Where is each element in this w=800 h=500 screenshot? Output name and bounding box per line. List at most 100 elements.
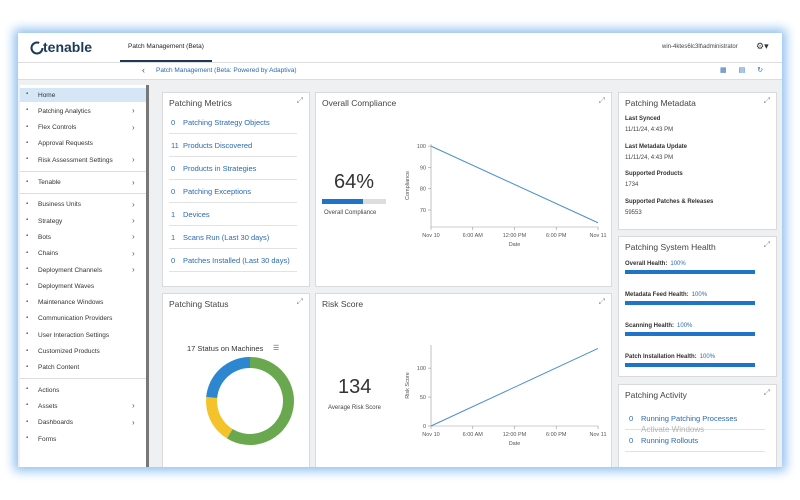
y-tick-label: 70 — [420, 208, 426, 214]
health-bar — [625, 363, 755, 367]
list-icon[interactable]: ☰ — [273, 345, 280, 352]
nav-label: Strategy — [38, 217, 63, 225]
expand-icon[interactable]: ⤢ — [763, 388, 770, 397]
nav-item[interactable]: ▪ Tenable › — [20, 176, 146, 190]
metric-label[interactable]: Products Discovered — [183, 141, 253, 150]
nav-item[interactable]: ▪ Customized Products — [20, 345, 146, 359]
metric-count[interactable]: 0 — [171, 164, 176, 173]
nav-item[interactable]: ▪ Patch Content — [20, 361, 146, 375]
nav-item[interactable]: ▪ Dashboards › — [20, 416, 146, 430]
nav-item[interactable]: ▪ Deployment Waves — [20, 279, 146, 293]
nav-icon: ▪ — [26, 178, 29, 185]
field-label: Supported Products — [625, 171, 683, 177]
field-value: 11/11/24, 4:43 PM — [625, 154, 674, 161]
metric-count[interactable]: 1 — [171, 233, 176, 242]
nav-label: Flex Controls — [38, 124, 77, 132]
metric-label[interactable]: Scans Run (Last 30 days) — [183, 233, 270, 242]
tab[interactable]: Patch Management (Beta) — [120, 33, 212, 62]
field-label: Supported Patches & Releases — [625, 198, 714, 205]
expand-icon[interactable]: ⤢ — [598, 297, 605, 306]
expand-icon[interactable]: ⤢ — [598, 96, 605, 105]
nav-item[interactable]: ▪ Home — [20, 88, 146, 102]
activity-count[interactable]: 0 — [629, 436, 634, 445]
nav-chevron: › — [132, 199, 135, 209]
nav-item[interactable]: ▪ Maintenance Windows — [20, 296, 146, 310]
nav-item[interactable]: ▪ Assets › — [20, 399, 146, 413]
app-window: tenable Patch Management (Beta) win-4kte… — [18, 33, 782, 467]
nav-label: Home — [38, 91, 56, 99]
nav-icon: ▪ — [26, 418, 29, 425]
metric-count[interactable]: 11 — [171, 141, 179, 150]
collapse-button[interactable]: ‹ — [142, 65, 145, 75]
nav-icon: ▪ — [26, 266, 29, 272]
nav-icon: ▪ — [26, 107, 29, 114]
panel: Patching System Health ⤢ Overall Health: 10… — [618, 236, 777, 377]
expand-icon[interactable]: ⤢ — [763, 240, 770, 249]
nav-item[interactable]: ▪ Patching Analytics › — [20, 104, 146, 118]
health-bar — [625, 301, 755, 305]
nav-item[interactable]: ▪ Bots › — [20, 230, 146, 244]
metric-count[interactable]: 0 — [171, 187, 176, 196]
x-tick-label: 6:00 PM — [546, 233, 567, 239]
top-bar: tenable Patch Management (Beta) win-4kte… — [18, 33, 782, 63]
toolbar-icons[interactable]: ▦▤↻ — [720, 67, 776, 74]
metric-label[interactable]: Patches Installed (Last 30 days) — [183, 256, 290, 265]
metric-label[interactable]: Devices — [183, 210, 210, 219]
expand-icon[interactable]: ⤢ — [763, 96, 770, 105]
nav-item[interactable]: ▪ Flex Controls › — [20, 121, 146, 135]
line-chart: 0 50 100 Nov 10 6:00 AM 12:00 PM 6:00 PM Nov 11… — [405, 345, 607, 447]
metric-label[interactable]: Products in Strategies — [183, 164, 257, 173]
health-bar — [625, 332, 755, 336]
panel-title: Patching Metadata — [625, 98, 696, 108]
nav-label: Actions — [38, 386, 60, 394]
activity-label[interactable]: Running Rollouts — [641, 436, 699, 445]
compliance-value: 64% — [334, 171, 375, 193]
nav-item[interactable]: ▪ Chains › — [20, 247, 146, 261]
nav-item[interactable]: ▪ Risk Assessment Settings › — [20, 153, 146, 167]
field-value: 59553 — [625, 209, 642, 216]
breadcrumb[interactable]: Patch Management (Beta: Powered by Adapt… — [156, 67, 297, 74]
metric-count[interactable]: 1 — [171, 210, 176, 219]
nav-item[interactable]: ▪ Business Units › — [20, 198, 146, 212]
scrollbar — [146, 85, 149, 467]
health-label: Scanning Health: — [625, 323, 675, 329]
expand-icon[interactable]: ⤢ — [296, 96, 303, 105]
y-tick-label: 100 — [417, 366, 426, 372]
nav-item[interactable]: ▪ User Interaction Settings — [20, 328, 146, 342]
metric-divider — [169, 271, 297, 272]
breadcrumb-bar: ‹ Patch Management (Beta: Powered by Ada… — [18, 63, 782, 80]
activity-divider — [625, 429, 765, 430]
metric-label[interactable]: Patching Strategy Objects — [183, 118, 270, 127]
user-name[interactable]: win-4ktes6lc3lt\administrator — [662, 44, 738, 50]
metric-label[interactable]: Patching Exceptions — [183, 187, 251, 196]
nav-label: Deployment Waves — [38, 282, 95, 290]
y-tick-label: 50 — [420, 395, 426, 401]
expand-icon[interactable]: ⤢ — [296, 297, 303, 306]
nav-label: Chains — [38, 250, 59, 258]
metric-count[interactable]: 0 — [171, 256, 176, 265]
y-tick-label: 100 — [417, 144, 426, 150]
nav-item[interactable]: ▪ Approval Requests — [20, 137, 146, 151]
logo-icon — [30, 41, 44, 55]
nav-item[interactable]: ▪ Forms — [20, 432, 146, 446]
nav-chevron: › — [132, 177, 135, 187]
activity-label[interactable]: Running Patching Processes — [641, 414, 738, 423]
nav-item[interactable]: ▪ Communication Providers — [20, 312, 146, 326]
metric-divider — [169, 133, 297, 134]
health-value: 100% — [677, 323, 693, 329]
x-tick-label: Nov 10 — [422, 432, 439, 438]
metric-count[interactable]: 0 — [171, 118, 176, 127]
panel-title: Patching Activity — [625, 390, 687, 400]
activity-count[interactable]: 0 — [629, 414, 634, 423]
nav-item[interactable]: ▪ Actions — [20, 383, 146, 397]
nav-label: Deployment Channels — [38, 266, 102, 274]
nav-item[interactable]: ▪ Deployment Channels › — [20, 263, 146, 277]
nav-chevron: › — [132, 248, 135, 258]
data-line — [430, 348, 599, 427]
nav-item[interactable]: ▪ Strategy › — [20, 214, 146, 228]
health-value: 100% — [699, 354, 716, 360]
compliance-caption: Overall Compliance — [324, 210, 377, 216]
settings-icon[interactable]: ⚙▾ — [756, 41, 769, 51]
nav-icon: ▪ — [26, 249, 29, 256]
nav-divider — [20, 192, 146, 194]
